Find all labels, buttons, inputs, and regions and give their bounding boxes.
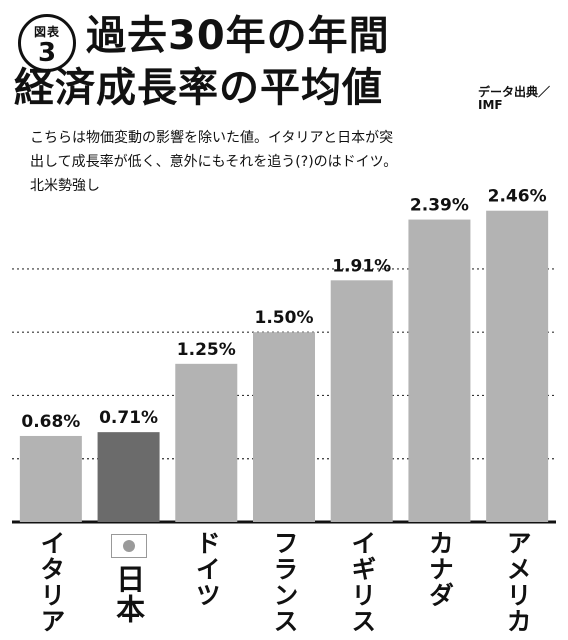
category-label-1: 日本	[111, 564, 146, 624]
data-label-2: 1.25%	[177, 340, 236, 360]
bar-4	[330, 280, 393, 522]
data-label-5: 2.39%	[410, 196, 469, 216]
japan-flag-dot	[122, 540, 135, 552]
figure-badge-number: 3	[37, 38, 57, 68]
figure-badge-label: 図表	[33, 25, 60, 39]
chart-title-line1: 過去30年の年間	[86, 13, 390, 59]
category-label-2: ドイツ	[192, 530, 222, 608]
category-label-3: フランス	[270, 530, 299, 634]
chart-description: こちらは物価変動の影響を除いた値。イタリアと日本が突出して成長率が低く、意外にも…	[30, 130, 398, 194]
bar-1	[97, 432, 160, 522]
bar-0	[19, 435, 82, 522]
chart-title-line2: 経済成長率の平均値	[14, 65, 383, 111]
data-source-label: データ出典／	[478, 85, 551, 99]
category-label-0: イタリア	[36, 530, 66, 634]
data-source-name: IMF	[478, 98, 503, 112]
data-label-0: 0.68%	[21, 412, 80, 432]
data-label-3: 1.50%	[255, 308, 314, 328]
category-label-5: カナダ	[425, 530, 455, 608]
data-label-1: 0.71%	[99, 408, 158, 428]
figure-badge: 図表 3	[18, 14, 76, 72]
japan-flag-icon	[110, 534, 147, 558]
data-label-6: 2.46%	[488, 187, 547, 207]
bar-3	[253, 332, 315, 522]
bar-6	[486, 210, 549, 522]
data-source: データ出典／ IMF	[478, 86, 566, 112]
bar-2	[175, 363, 238, 522]
category-label-4: イギリス	[347, 530, 377, 634]
bar-5	[408, 219, 471, 523]
category-label-6: アメリカ	[503, 530, 533, 634]
data-label-4: 1.91%	[332, 256, 391, 276]
